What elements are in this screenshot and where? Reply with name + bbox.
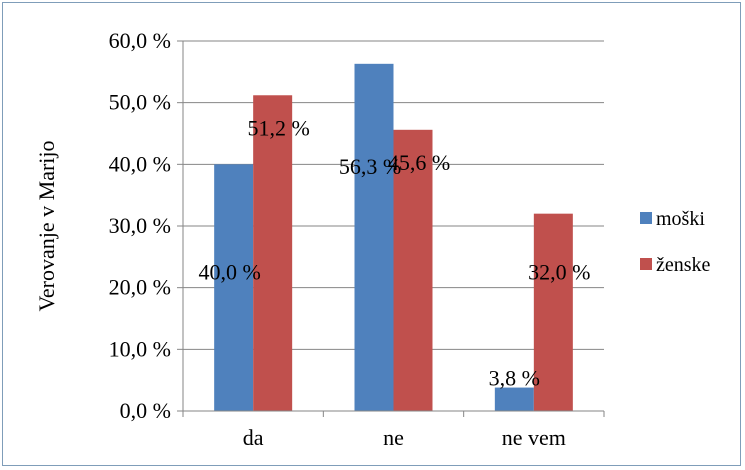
legend-swatch xyxy=(640,212,652,224)
x-tick-label: da xyxy=(243,425,264,450)
y-tick-label: 10,0 % xyxy=(109,336,171,361)
y-tick-label: 40,0 % xyxy=(109,151,171,176)
bar-ženske-da xyxy=(253,95,293,412)
y-tick-label: 20,0 % xyxy=(109,275,171,300)
y-tick-labels: 0,0 % 10,0 % 20,0 % 30,0 % 40,0 % 50,0 % 60,0 … xyxy=(109,28,171,423)
bar-moški-da xyxy=(214,164,254,411)
legend-label: moški xyxy=(656,208,705,230)
bar-ženske-ne-vem xyxy=(533,213,573,411)
x-tick-label: ne vem xyxy=(502,425,566,450)
y-axis-title: Verovanje v Marijo xyxy=(34,140,59,311)
bar-moški-ne-vem xyxy=(494,387,534,411)
y-tick-label: 30,0 % xyxy=(109,213,171,238)
data-labels: 40,0 % 51,2 % 56,3 %45,6 % 3,8 % 32,0 % xyxy=(199,115,591,390)
bar-moški-ne xyxy=(354,63,394,412)
y-tick-label: 0,0 % xyxy=(120,398,171,423)
data-label: 40,0 % xyxy=(199,259,261,284)
data-label: 45,6 % xyxy=(388,150,450,175)
legend-label: ženske xyxy=(656,254,711,276)
data-label: 51,2 % xyxy=(248,115,310,140)
y-tick-label: 50,0 % xyxy=(109,90,171,115)
legend-swatch xyxy=(640,258,652,270)
data-label: 32,0 % xyxy=(528,260,590,285)
x-tick-labels: da ne ne vem xyxy=(243,425,566,450)
axes xyxy=(177,40,605,417)
bar-ženske-ne xyxy=(393,129,433,412)
y-tick-label: 60,0 % xyxy=(109,28,171,53)
data-label: 3,8 % xyxy=(489,366,540,391)
data-label: 56,3 % xyxy=(339,154,401,179)
bars xyxy=(214,63,573,412)
x-tick-label: ne xyxy=(383,425,404,450)
legend: moški ženske xyxy=(640,208,711,276)
